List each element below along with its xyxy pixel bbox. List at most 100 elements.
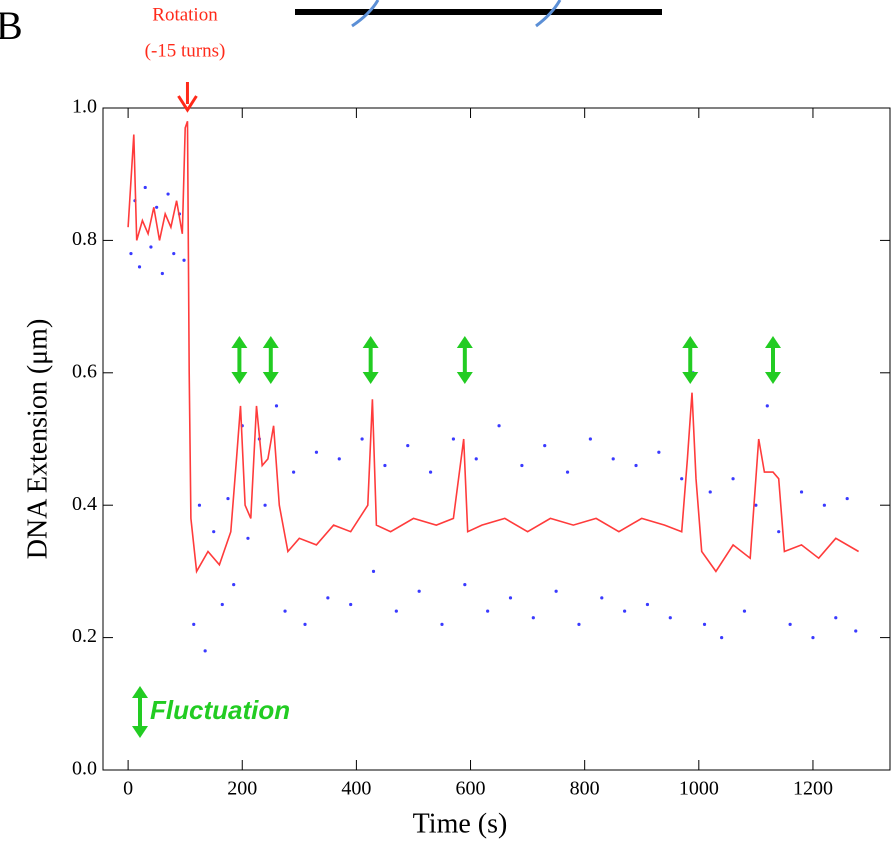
- data-point: [822, 503, 826, 507]
- data-point: [160, 271, 164, 276]
- annotation-sub: (-15 turns): [145, 40, 226, 61]
- data-point: [283, 609, 287, 613]
- x-tick-label: 600: [456, 778, 486, 800]
- data-point: [554, 589, 558, 593]
- x-tick-label: 800: [570, 778, 600, 800]
- x-axis-label: Time (s): [413, 808, 508, 839]
- data-point: [834, 616, 838, 620]
- data-point: [263, 503, 267, 507]
- data-point: [349, 602, 353, 607]
- x-tick-label: 0: [123, 778, 133, 800]
- trace-line: [127, 120, 860, 574]
- data-point: [520, 463, 524, 468]
- data-point: [588, 437, 592, 441]
- arrow-head: [132, 726, 148, 738]
- rotation-arrow: [177, 82, 198, 113]
- data-point: [668, 616, 672, 620]
- top-graphic-curve: [535, 0, 562, 28]
- data-point: [799, 490, 804, 494]
- data-point: [326, 596, 330, 600]
- data-point: [708, 490, 712, 494]
- y-axis-label: DNA Extension (μm): [22, 319, 53, 560]
- data-point: [197, 503, 202, 507]
- arrow-head: [231, 336, 248, 348]
- data-point: [623, 609, 627, 613]
- x-tick-label: 400: [341, 778, 371, 800]
- data-point: [531, 616, 535, 620]
- data-point: [611, 457, 615, 461]
- data-point: [303, 622, 307, 626]
- data-point: [451, 437, 456, 441]
- arrow-head: [362, 336, 379, 348]
- data-point: [440, 622, 444, 626]
- y-tick-label: 0.4: [72, 493, 97, 515]
- data-point: [166, 192, 170, 196]
- data-point: [565, 470, 570, 474]
- data-point: [417, 589, 421, 593]
- y-tick-label: 0.6: [72, 360, 97, 382]
- arrow-head: [262, 372, 279, 384]
- x-tick-label: 200: [227, 778, 257, 800]
- top-graphic-curve: [351, 0, 380, 28]
- data-point: [634, 463, 638, 468]
- x-tick-label: 1200: [793, 778, 833, 800]
- arrow-head: [231, 372, 248, 384]
- data-point: [600, 596, 604, 600]
- data-point: [155, 205, 159, 209]
- data-point: [777, 530, 781, 534]
- data-point: [765, 404, 769, 408]
- data-point: [406, 444, 410, 448]
- data-point: [292, 470, 296, 474]
- y-tick-label: 1.0: [72, 96, 97, 118]
- fluctuation-marker: [682, 336, 699, 384]
- fluctuation-marker: [765, 336, 782, 384]
- data-point: [720, 636, 724, 640]
- arrow-head: [132, 686, 148, 698]
- annotation: Rotation: [152, 4, 218, 25]
- data-point: [314, 450, 319, 454]
- data-point: [754, 503, 758, 507]
- x-tick-label: 1000: [679, 778, 719, 800]
- arrow-head: [682, 372, 699, 384]
- fluctuation-marker: [231, 336, 248, 384]
- data-point: [337, 457, 341, 461]
- arrow-head: [765, 372, 782, 384]
- data-point: [845, 496, 849, 501]
- arrow-head: [177, 95, 198, 113]
- data-point: [360, 437, 364, 441]
- data-point: [474, 457, 478, 461]
- data-point: [192, 622, 196, 626]
- fluctuation-marker: [262, 336, 279, 384]
- arrow-head: [456, 336, 473, 348]
- arrow-head: [262, 336, 279, 348]
- data-point: [383, 463, 387, 468]
- data-point: [232, 583, 236, 587]
- panel-label: B: [0, 3, 23, 48]
- data-point: [172, 252, 176, 256]
- data-point: [220, 602, 224, 607]
- data-point: [274, 404, 279, 408]
- fluctuation-marker: [456, 336, 473, 384]
- data-point: [143, 185, 147, 190]
- data-point: [680, 477, 684, 481]
- arrow-head: [682, 336, 699, 348]
- data-point: [129, 252, 133, 256]
- data-point: [788, 622, 792, 626]
- arrow-head: [456, 372, 473, 384]
- plot-frame: [102, 107, 891, 771]
- data-point: [645, 602, 650, 607]
- data-point: [226, 496, 230, 501]
- data-point: [742, 609, 747, 613]
- data-point: [657, 450, 661, 454]
- data-point: [497, 424, 501, 428]
- arrow-head: [362, 372, 379, 384]
- data-point: [428, 470, 433, 474]
- data-point: [543, 444, 547, 448]
- data-point: [731, 477, 735, 481]
- data-point: [702, 622, 707, 626]
- data-point: [246, 536, 250, 540]
- y-tick-label: 0.2: [72, 625, 97, 647]
- y-tick-label: 0.8: [72, 228, 97, 250]
- data-point: [212, 530, 216, 534]
